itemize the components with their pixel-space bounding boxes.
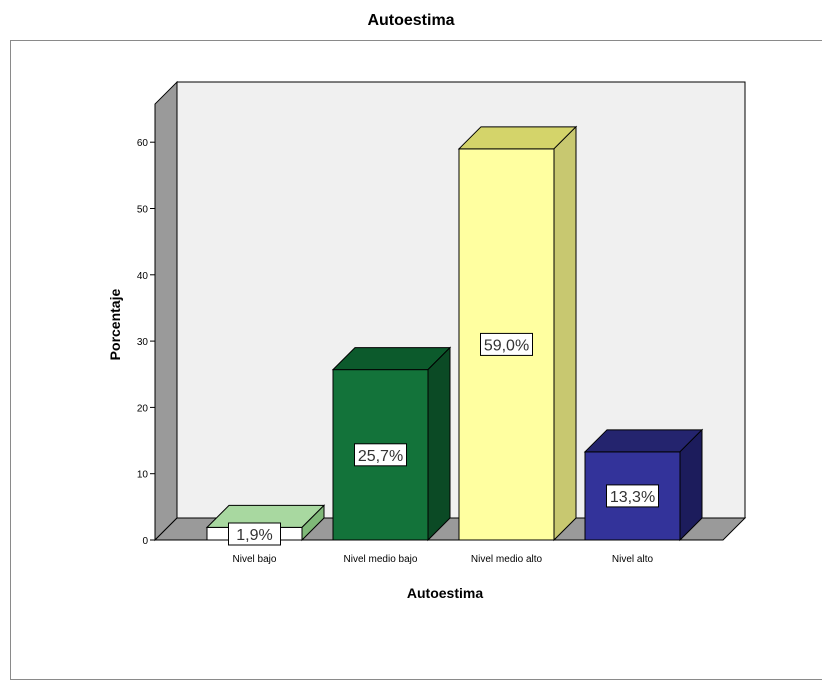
data-label-box bbox=[354, 443, 407, 467]
y-tick-label: 20 bbox=[137, 403, 149, 414]
y-axis-label: Porcentaje bbox=[107, 289, 123, 361]
data-label-box bbox=[228, 522, 281, 546]
data-label-box bbox=[606, 484, 659, 508]
x-tick-label: Nivel alto bbox=[612, 554, 654, 565]
y-tick-label: 60 bbox=[137, 138, 149, 149]
y-tick-label: 10 bbox=[137, 470, 149, 481]
bar-side bbox=[301, 504, 325, 542]
data-label: 1,9% bbox=[236, 527, 272, 544]
data-label: 13,3% bbox=[610, 489, 655, 506]
data-label: 25,7% bbox=[358, 448, 403, 465]
y-axis: 0 10 20 30 40 50 60 bbox=[137, 104, 156, 547]
bar: 59,0% bbox=[457, 125, 578, 542]
y-tick-label: 30 bbox=[137, 337, 149, 348]
x-tick-label: Nivel medio bajo bbox=[344, 554, 418, 565]
bar: 1,9% bbox=[205, 504, 326, 546]
data-label-box bbox=[480, 332, 533, 356]
bar-chart: 0 10 20 30 40 50 60 1,9% 25,7% 59,0% 13,3% Nivel … bbox=[107, 80, 747, 601]
y-tick-label: 0 bbox=[142, 536, 148, 547]
bar-side bbox=[427, 346, 451, 542]
bars: 1,9% 25,7% 59,0% 13,3% bbox=[205, 125, 704, 546]
x-tick-label: Nivel bajo bbox=[233, 554, 277, 565]
data-label: 59,0% bbox=[484, 337, 529, 354]
side-wall bbox=[154, 80, 178, 542]
x-tick-labels: Nivel bajo Nivel medio bajo Nivel medio al… bbox=[233, 554, 654, 565]
bar: 25,7% bbox=[331, 346, 452, 542]
bar-side bbox=[553, 125, 577, 542]
x-axis-label: Autoestima bbox=[407, 585, 483, 601]
bar: 13,3% bbox=[583, 428, 704, 542]
y-tick-label: 40 bbox=[137, 271, 149, 282]
x-tick-label: Nivel medio alto bbox=[471, 554, 543, 565]
chart-title: Autoestima bbox=[367, 12, 455, 29]
bar-side bbox=[679, 428, 703, 542]
y-tick-label: 50 bbox=[137, 205, 149, 216]
